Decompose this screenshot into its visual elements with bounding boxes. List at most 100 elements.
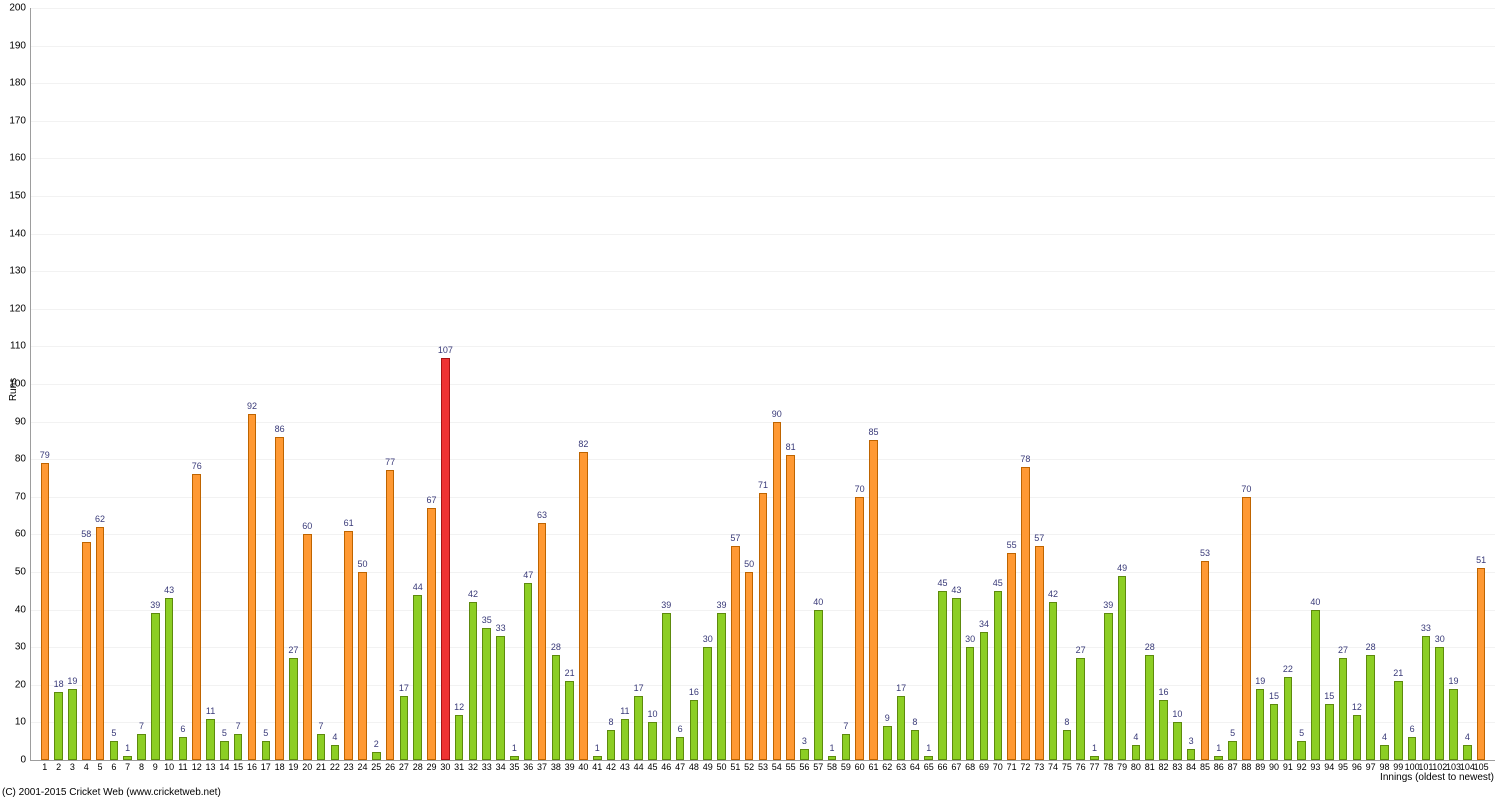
bar-value-label: 6 [672, 725, 689, 734]
bar-fill [54, 692, 63, 760]
bar: 51105 [1477, 568, 1486, 760]
bar: 514 [220, 741, 229, 760]
bar: 1113 [206, 719, 215, 760]
bar-fill [759, 493, 768, 760]
bar: 10730 [441, 358, 450, 760]
gridline [31, 309, 1495, 310]
bar-value-label: 30 [962, 635, 979, 644]
y-tick-label: 150 [0, 191, 26, 202]
bar-value-label: 1 [1086, 744, 1103, 753]
bar-value-label: 58 [78, 530, 95, 539]
bar: 7612 [192, 474, 201, 760]
bar-fill [883, 726, 892, 760]
bar-value-label: 107 [437, 346, 454, 355]
bar: 1744 [634, 696, 643, 760]
bar: 9216 [248, 414, 257, 760]
bar-fill [814, 610, 823, 760]
bar-fill [358, 572, 367, 760]
bar-fill [1366, 655, 1375, 760]
bar: 4979 [1118, 576, 1127, 760]
bar: 2139 [565, 681, 574, 760]
bar: 4428 [413, 595, 422, 760]
y-tick-label: 70 [0, 491, 26, 502]
bar-value-label: 11 [202, 707, 219, 716]
bar-value-label: 1 [920, 744, 937, 753]
bar-value-label: 78 [1017, 455, 1034, 464]
bar: 30102 [1435, 647, 1444, 760]
bar-fill [220, 741, 229, 760]
bar-fill [966, 647, 975, 760]
y-tick-label: 170 [0, 115, 26, 126]
bar: 584 [82, 542, 91, 760]
bar-fill [800, 749, 809, 760]
bar-fill [1063, 730, 1072, 760]
bar-fill [1284, 677, 1293, 760]
gridline [31, 234, 1495, 235]
bar: 3533 [482, 628, 491, 760]
bar: 5571 [1007, 553, 1016, 760]
bar-fill [1422, 636, 1431, 760]
bar-value-label: 7 [837, 722, 854, 731]
bar-fill [1311, 610, 1320, 760]
bar-fill [1007, 553, 1016, 760]
bar: 4367 [952, 598, 961, 760]
bar-fill [952, 598, 961, 760]
bar-fill [745, 572, 754, 760]
y-axis-title: Runs [8, 378, 19, 401]
y-tick-label: 90 [0, 416, 26, 427]
bar-value-label: 12 [451, 703, 468, 712]
bar: 3946 [662, 613, 671, 760]
bar-value-label: 1 [823, 744, 840, 753]
bar-value-label: 40 [810, 598, 827, 607]
bar: 4310 [165, 598, 174, 760]
bar-value-label: 50 [354, 560, 371, 569]
bar-fill [441, 358, 450, 760]
bar-fill [400, 696, 409, 760]
bar: 9054 [773, 422, 782, 760]
bar-fill [165, 598, 174, 760]
bar-value-label: 30 [1431, 635, 1448, 644]
y-tick-label: 50 [0, 567, 26, 578]
bar-fill [137, 734, 146, 760]
bar-fill [1394, 681, 1403, 760]
bar-fill [1339, 658, 1348, 760]
bar: 225 [372, 752, 381, 760]
bar-fill [1270, 704, 1279, 760]
bar: 2291 [1284, 677, 1293, 760]
bar: 3469 [980, 632, 989, 760]
bar: 4232 [469, 602, 478, 760]
y-tick-label: 80 [0, 454, 26, 465]
bar: 356 [800, 749, 809, 760]
bar-value-label: 17 [395, 684, 412, 693]
bar-value-label: 10 [644, 710, 661, 719]
bar-value-label: 90 [768, 410, 785, 419]
bar: 592 [1297, 741, 1306, 760]
bar-value-label: 44 [409, 583, 426, 592]
bar-value-label: 9 [879, 714, 896, 723]
bar-value-label: 53 [1196, 549, 1213, 558]
bar-value-label: 50 [741, 560, 758, 569]
bar-value-label: 61 [340, 519, 357, 528]
bar: 1045 [648, 722, 657, 760]
bar-value-label: 15 [1321, 692, 1338, 701]
bar-fill [234, 734, 243, 760]
bar: 4093 [1311, 610, 1320, 760]
bar-fill [96, 527, 105, 760]
bar-value-label: 19 [1445, 677, 1462, 686]
bar-fill [1380, 745, 1389, 760]
bar-value-label: 5 [1224, 729, 1241, 738]
bar: 2881 [1145, 655, 1154, 760]
bar: 177 [1090, 756, 1099, 760]
bar: 158 [828, 756, 837, 760]
bar-fill [482, 628, 491, 760]
bar: 182 [54, 692, 63, 760]
bar: 7153 [759, 493, 768, 760]
bar: 1083 [1173, 722, 1182, 760]
bar: 842 [607, 730, 616, 760]
bar-value-label: 8 [603, 718, 620, 727]
bar: 7872 [1021, 467, 1030, 760]
bar-value-label: 15 [1265, 692, 1282, 701]
x-axis-title: Innings (oldest to newest) [1380, 772, 1494, 783]
y-tick-label: 130 [0, 266, 26, 277]
bar-fill [579, 452, 588, 760]
